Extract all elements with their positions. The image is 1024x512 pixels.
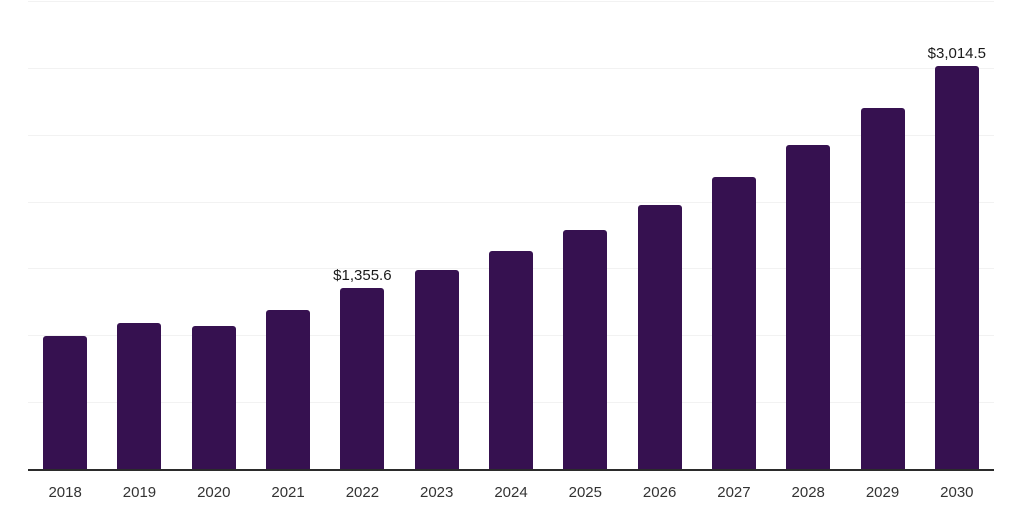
x-axis-label-2019: 2019 [122, 484, 157, 501]
bar-2029 [860, 107, 905, 469]
gridline-3500 [28, 1, 994, 2]
x-axis-label-2028: 2028 [791, 484, 825, 501]
bar-2020 [191, 326, 236, 469]
bar-2025 [563, 229, 608, 469]
bar-2019 [117, 322, 162, 469]
value-label-2022: $1,355.6 [333, 266, 392, 284]
value-label-2030: $3,014.5 [927, 44, 987, 62]
gridline-2500 [28, 134, 994, 136]
gridline-2000 [28, 201, 994, 203]
x-axis-label-2022: 2022 [345, 484, 380, 501]
x-axis-label-2025: 2025 [568, 484, 602, 501]
x-axis-label-2024: 2024 [494, 484, 528, 501]
x-axis-label-2026: 2026 [642, 484, 677, 501]
x-axis-label-2030: 2030 [940, 484, 974, 501]
x-axis-label-2023: 2023 [420, 484, 454, 501]
x-axis-label-2020: 2020 [197, 484, 231, 501]
bar-2023 [414, 269, 459, 469]
bar-2027 [711, 177, 756, 469]
x-axis-label-2018: 2018 [48, 484, 82, 501]
bar-2022 [340, 287, 385, 469]
gridline-3000 [28, 67, 994, 69]
bar-2030 [934, 65, 979, 469]
x-axis-label-2021: 2021 [271, 484, 305, 501]
bar-2028 [786, 144, 831, 469]
x-axis-label-2027: 2027 [717, 484, 751, 501]
x-axis-line [28, 469, 994, 471]
bar-2024 [489, 251, 533, 469]
bar-2018 [43, 335, 88, 469]
x-axis-label-2029: 2029 [865, 484, 900, 501]
bar-2026 [637, 205, 682, 469]
bar-2021 [266, 309, 311, 469]
